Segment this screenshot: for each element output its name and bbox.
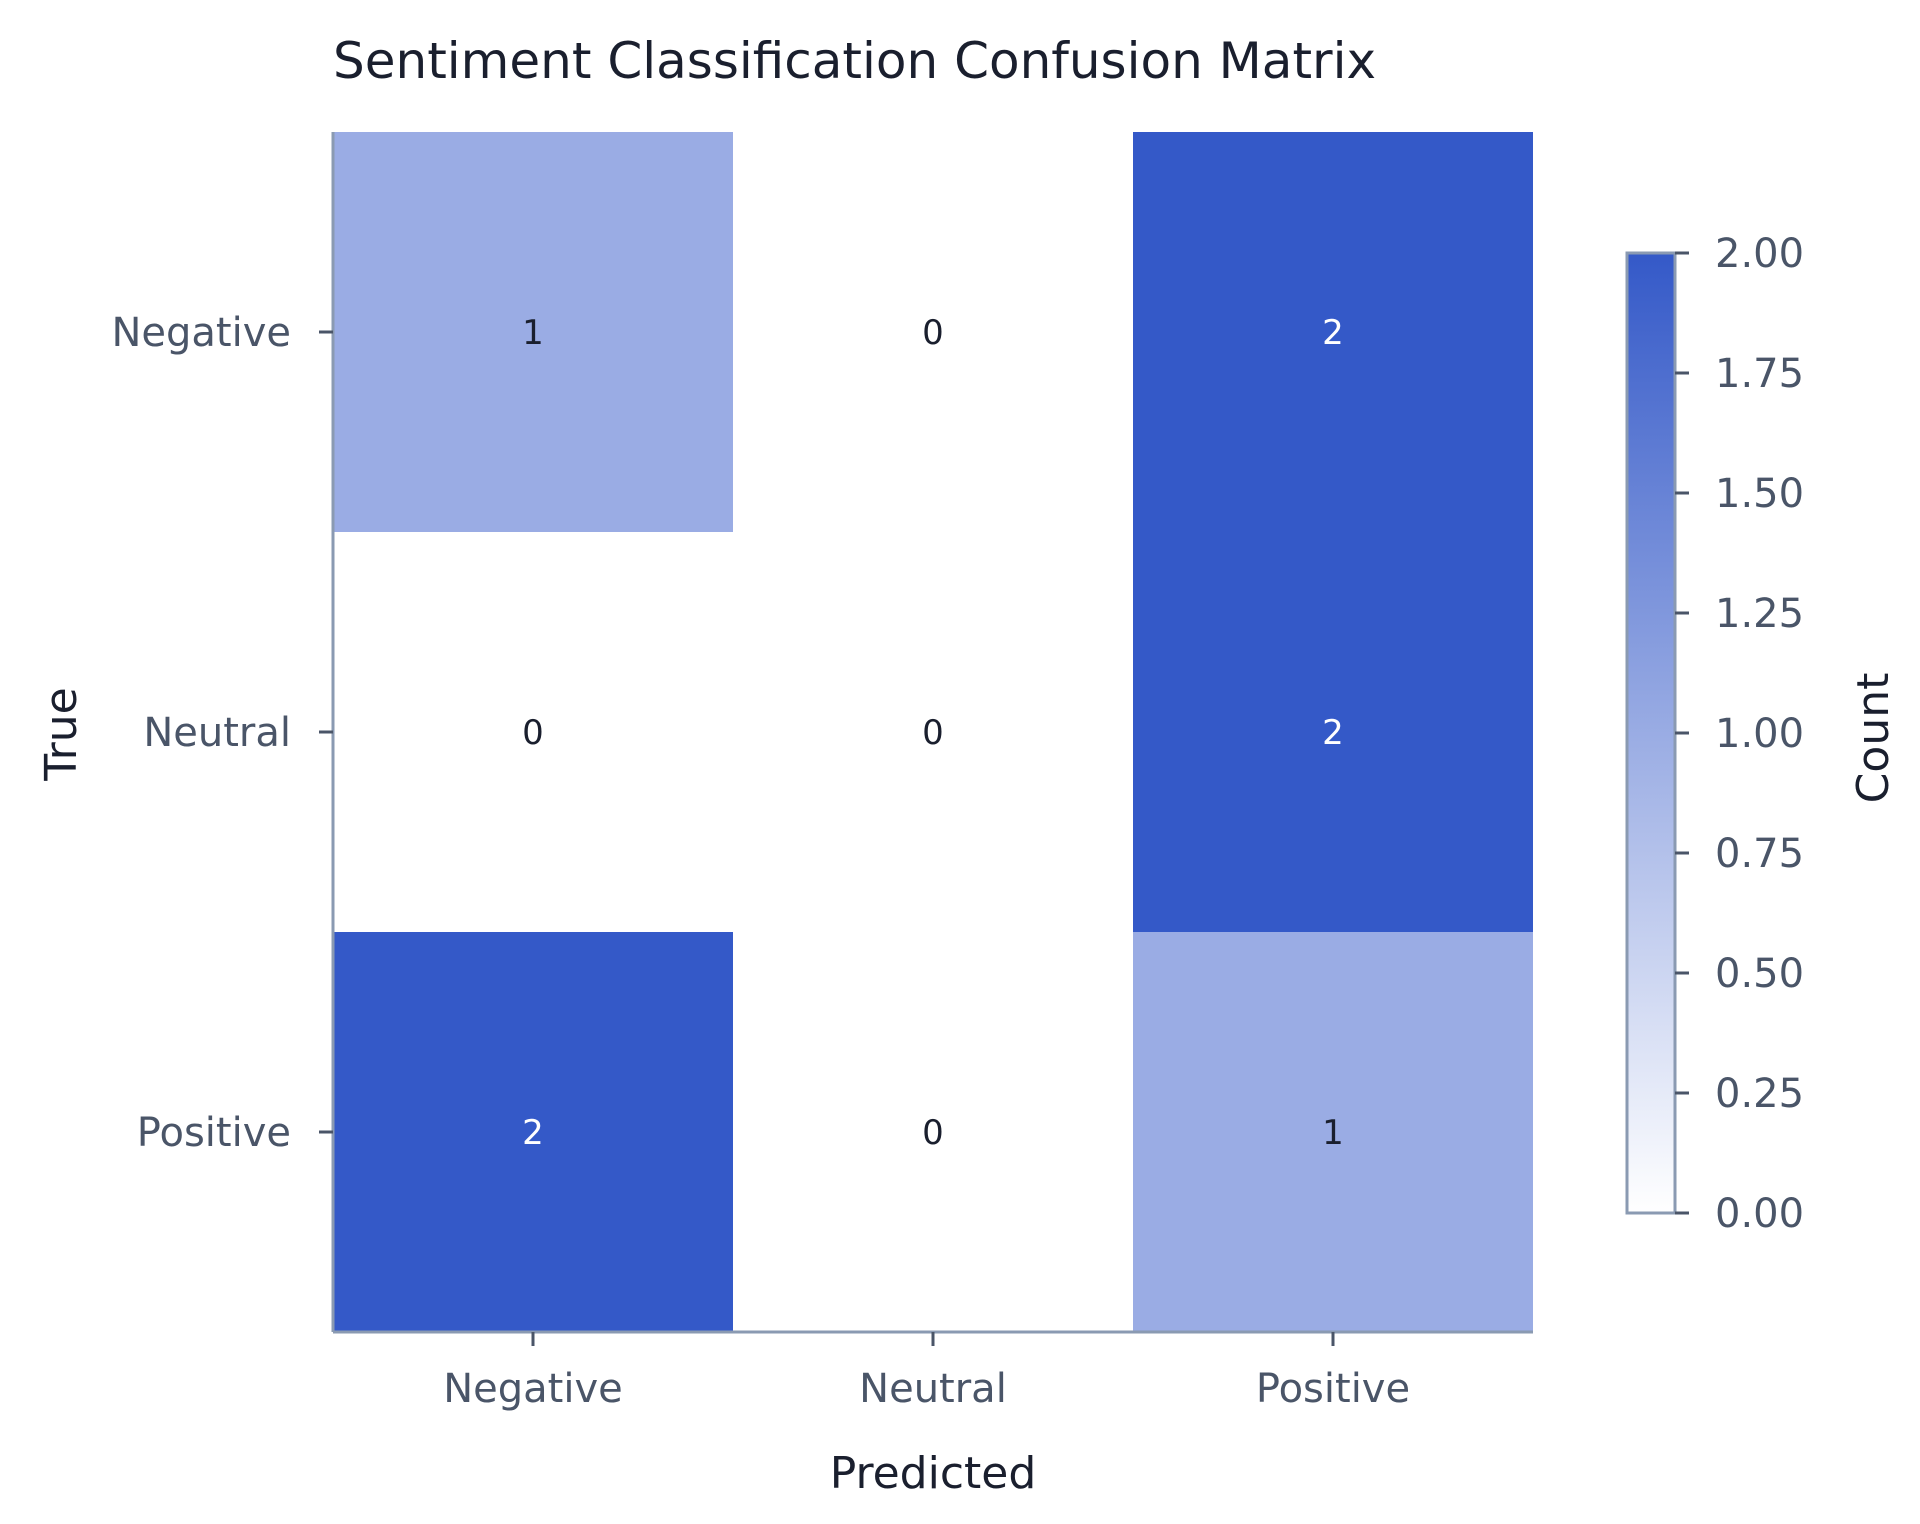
colorbar-gradient bbox=[1625, 251, 1677, 1215]
colorbar-tick-label: 0.75 bbox=[1715, 831, 1804, 877]
x-tick-label: Negative bbox=[443, 1366, 623, 1412]
colorbar-tick-label: 0.25 bbox=[1715, 1071, 1804, 1117]
cell-value-label: 0 bbox=[922, 313, 944, 353]
cell-value-label: 2 bbox=[522, 1113, 544, 1153]
y-tick-label: Neutral bbox=[143, 710, 291, 756]
heatmap-cell-positive-negative bbox=[333, 932, 733, 1332]
heatmap-cell-negative-negative bbox=[333, 132, 733, 532]
cell-value-label: 2 bbox=[1322, 713, 1344, 753]
cell-value-label: 0 bbox=[522, 713, 544, 753]
x-tick-label: Positive bbox=[1256, 1366, 1410, 1412]
heatmap-axes: Negative Neutral Positive Negative Neutral Po… bbox=[111, 132, 1533, 1412]
colorbar-tick-label: 1.00 bbox=[1715, 711, 1804, 757]
chart-title: Sentiment Classification Confusion Matri… bbox=[333, 32, 1376, 90]
heatmap-cells: 1 0 2 0 0 2 2 0 1 bbox=[333, 132, 1533, 1332]
heatmap-cell-neutral-positive bbox=[1133, 532, 1533, 932]
cell-value-label: 1 bbox=[1322, 1113, 1344, 1153]
y-axis-label: True bbox=[36, 687, 87, 781]
cell-value-label: 1 bbox=[522, 313, 544, 353]
x-axis-label: Predicted bbox=[830, 1448, 1037, 1499]
heatmap-cell-positive-neutral bbox=[733, 932, 1133, 1332]
y-tick-label: Positive bbox=[137, 1110, 291, 1156]
heatmap-cell-positive-positive bbox=[1133, 932, 1533, 1332]
heatmap-cell-negative-neutral bbox=[733, 132, 1133, 532]
y-tick-label: Negative bbox=[111, 310, 291, 356]
heatmap-cell-neutral-neutral bbox=[733, 532, 1133, 932]
cell-value-label: 0 bbox=[922, 713, 944, 753]
heatmap-cell-neutral-negative bbox=[333, 532, 733, 932]
cell-value-label: 2 bbox=[1322, 313, 1344, 353]
heatmap-cell-negative-positive bbox=[1133, 132, 1533, 532]
colorbar-tick-label: 1.50 bbox=[1715, 471, 1804, 517]
colorbar-tick-label: 1.25 bbox=[1715, 591, 1804, 637]
colorbar-tick-label: 0.00 bbox=[1715, 1191, 1804, 1237]
colorbar: 0.00 0.25 0.50 0.75 1.00 1.25 1.50 1.75 2.00 bbox=[1625, 231, 1804, 1237]
colorbar-tick-label: 1.75 bbox=[1715, 351, 1804, 397]
cell-value-label: 0 bbox=[922, 1113, 944, 1153]
x-tick-label: Neutral bbox=[859, 1366, 1007, 1412]
colorbar-label: Count bbox=[1848, 673, 1899, 804]
colorbar-tick-label: 0.50 bbox=[1715, 951, 1804, 997]
colorbar-tick-label: 2.00 bbox=[1715, 231, 1804, 277]
